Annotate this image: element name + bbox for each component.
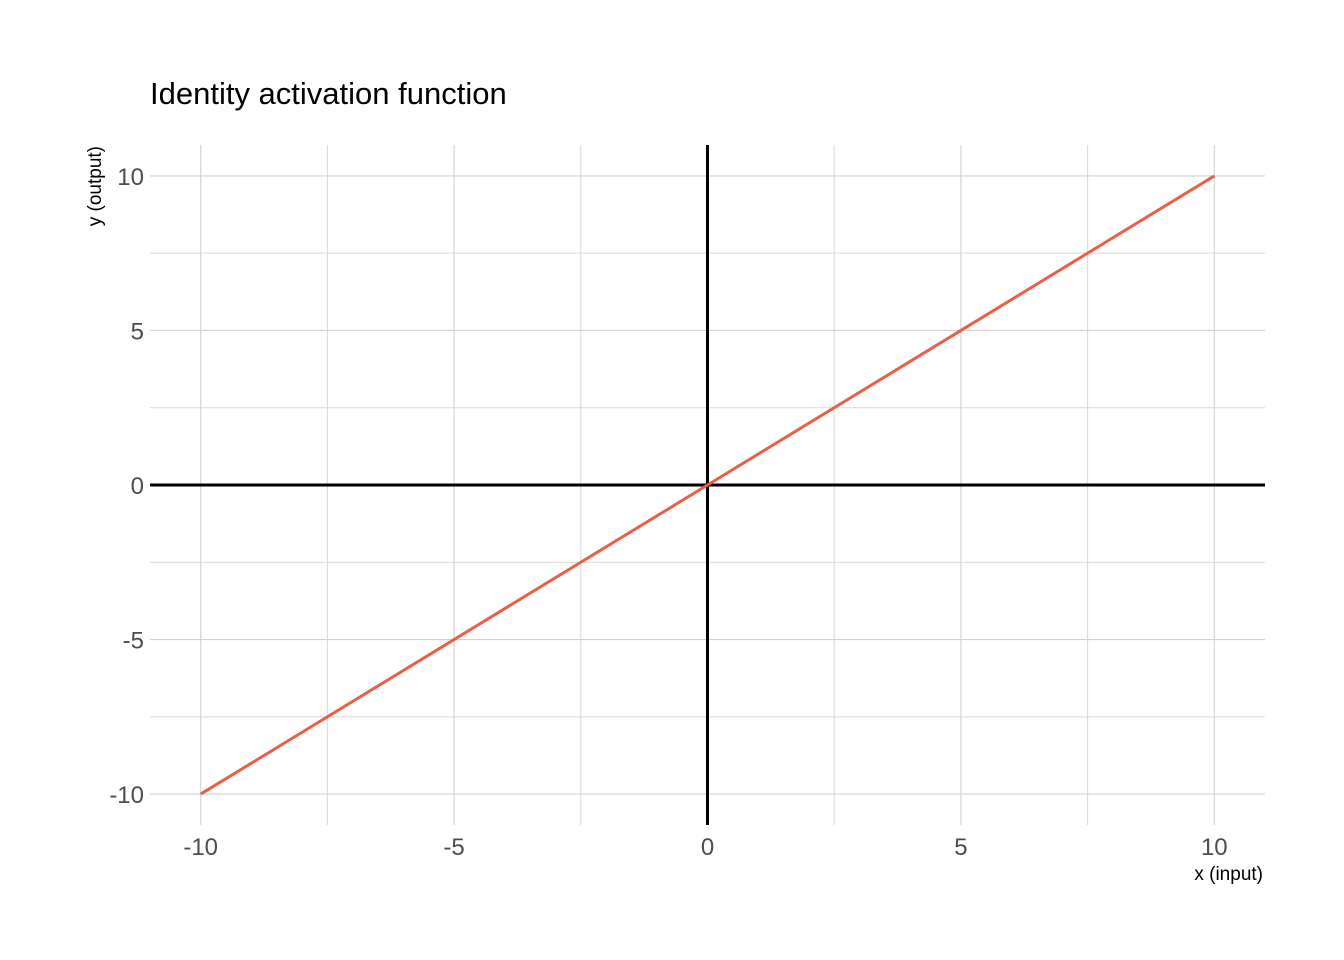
x-tick-label: 10: [1201, 834, 1228, 861]
y-axis-tick-labels: -10 -5 0 5 10: [109, 164, 144, 809]
x-axis-title: x (input): [1194, 864, 1263, 885]
y-tick-label: -5: [123, 628, 144, 655]
y-tick-label: 0: [131, 473, 144, 500]
chart-title: Identity activation function: [150, 76, 507, 111]
x-axis-tick-labels: -10 -5 0 5 10: [183, 834, 1227, 861]
series-line: [199, 174, 1216, 796]
y-tick-label: -10: [109, 782, 144, 809]
x-tick-label: 0: [701, 834, 714, 861]
x-tick-label: 5: [954, 834, 967, 861]
x-tick-label: -5: [443, 834, 464, 861]
y-tick-label: 10: [117, 164, 144, 191]
x-tick-label: -10: [183, 834, 218, 861]
y-axis-title: y (output): [85, 146, 106, 226]
y-tick-label: 5: [131, 318, 144, 345]
plot-area: [150, 145, 1265, 825]
series-group: [199, 174, 1216, 796]
